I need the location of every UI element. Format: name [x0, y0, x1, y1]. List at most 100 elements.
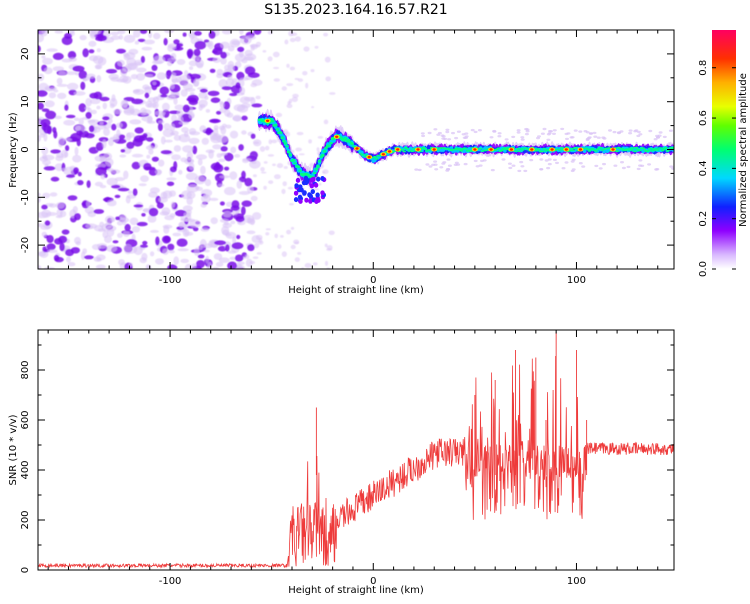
noise-blob: [117, 232, 123, 238]
noise-blob: [311, 106, 315, 109]
noise-blob: [91, 109, 97, 115]
noise-blob: [192, 145, 198, 155]
ridge-point: [392, 150, 397, 152]
noise-blob: [220, 126, 227, 135]
noise-blob: [117, 187, 130, 192]
ridge-hotspot: [367, 155, 371, 159]
noise-blob: [148, 168, 158, 176]
noise-blob: [144, 92, 150, 99]
ridge-point: [314, 199, 319, 204]
noise-blob: [222, 211, 232, 218]
noise-blob: [188, 128, 197, 135]
noise-blob: [66, 256, 71, 263]
noise-blob: [324, 260, 329, 266]
noise-blob: [139, 244, 148, 248]
ridge-hotspot: [416, 148, 420, 151]
noise-blob: [50, 149, 61, 154]
noise-blob: [181, 126, 189, 133]
noise-blob: [273, 66, 280, 70]
noise-blob: [189, 66, 194, 70]
noise-blob: [213, 253, 223, 260]
ridge-hotspot: [564, 148, 568, 151]
noise-blob: [119, 154, 127, 158]
y-tick-label: -10: [20, 189, 31, 205]
noise-blob: [137, 38, 146, 43]
noise-blob: [302, 71, 308, 76]
noise-blob: [102, 139, 107, 149]
noise-blob: [86, 200, 90, 208]
noise-blob: [167, 57, 177, 63]
noise-blob: [220, 41, 230, 49]
noise-blob: [57, 92, 67, 100]
noise-blob: [39, 250, 49, 258]
noise-blob: [227, 74, 233, 80]
noise-blob: [155, 236, 160, 246]
ridge-fringe: [497, 135, 502, 138]
noise-blob: [131, 161, 141, 170]
noise-blob: [265, 232, 270, 236]
ridge-hotspot: [489, 148, 493, 151]
ridge-point: [496, 147, 501, 150]
ridge-point: [373, 155, 377, 158]
ridge-fringe: [539, 168, 544, 171]
ridge-point: [478, 148, 483, 150]
ridge-point: [273, 123, 278, 127]
noise-blob: [160, 191, 168, 200]
noise-blob: [188, 60, 198, 67]
noise-blob: [201, 137, 209, 145]
noise-blob: [119, 214, 127, 221]
noise-blob: [205, 42, 213, 47]
noise-blob: [82, 77, 88, 82]
x-tick-label: 100: [567, 576, 586, 587]
ridge-fringe: [596, 136, 601, 139]
ridge-fringe: [586, 137, 591, 140]
noise-blob: [297, 252, 302, 255]
ridge-point: [402, 150, 407, 153]
noise-blob: [194, 31, 202, 36]
noise-blob: [77, 171, 82, 177]
noise-blob: [78, 103, 87, 113]
ridge-hotspot: [473, 148, 477, 151]
noise-blob: [200, 202, 207, 208]
noise-blob: [218, 158, 226, 163]
noise-blob: [286, 63, 290, 68]
noise-blob: [63, 119, 76, 126]
noise-blob: [289, 66, 296, 71]
noise-blob: [294, 36, 301, 42]
noise-blob: [70, 132, 82, 142]
noise-blob: [61, 229, 70, 235]
noise-blob: [182, 145, 194, 153]
noise-blob: [272, 163, 276, 167]
ridge-point: [321, 153, 325, 157]
noise-blob: [208, 30, 216, 39]
noise-blob: [197, 254, 205, 259]
ridge-fringe: [546, 166, 551, 170]
noise-blob: [295, 147, 302, 152]
noise-blob: [249, 260, 256, 265]
noise-blob: [178, 169, 183, 175]
noise-blob: [305, 82, 309, 89]
noise-blob: [143, 39, 155, 45]
noise-blob: [324, 243, 328, 248]
ridge-fringe: [653, 138, 658, 141]
noise-blob: [48, 92, 57, 99]
noise-blob: [41, 147, 49, 155]
noise-blob: [102, 102, 108, 110]
ridge-fringe: [616, 131, 621, 135]
ridge-fringe: [561, 167, 566, 170]
noise-blob: [106, 245, 118, 253]
noise-blob: [41, 108, 50, 112]
signal-ridge: [257, 108, 674, 204]
noise-blob: [148, 30, 153, 39]
ridge-point: [615, 150, 619, 153]
noise-blob: [284, 39, 289, 45]
noise-blob: [166, 70, 172, 77]
noise-blob: [252, 212, 262, 220]
noise-blob: [169, 83, 175, 90]
noise-blob: [131, 153, 144, 158]
noise-blob: [43, 67, 53, 75]
noise-blob: [58, 70, 66, 76]
noise-blob: [255, 41, 262, 47]
